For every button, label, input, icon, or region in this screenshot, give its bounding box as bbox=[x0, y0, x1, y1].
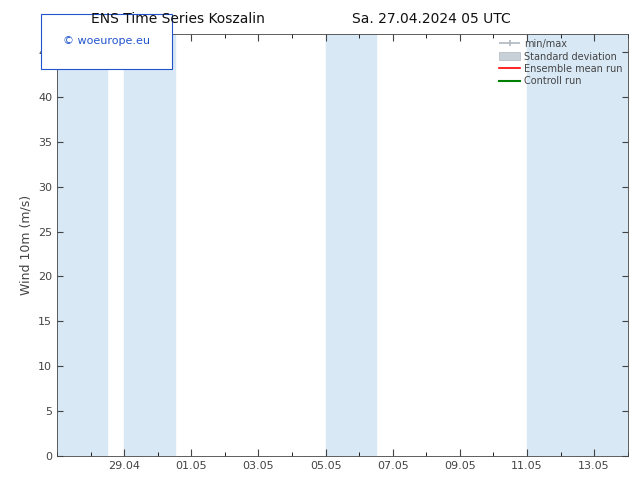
Bar bbox=[578, 34, 628, 456]
Y-axis label: Wind 10m (m/s): Wind 10m (m/s) bbox=[20, 195, 32, 295]
Bar bbox=[326, 34, 376, 456]
Bar bbox=[124, 34, 174, 456]
Bar bbox=[527, 34, 578, 456]
Text: © woeurope.eu: © woeurope.eu bbox=[63, 36, 150, 47]
Text: Sa. 27.04.2024 05 UTC: Sa. 27.04.2024 05 UTC bbox=[352, 12, 510, 26]
Legend: min/max, Standard deviation, Ensemble mean run, Controll run: min/max, Standard deviation, Ensemble me… bbox=[497, 37, 624, 88]
Text: ENS Time Series Koszalin: ENS Time Series Koszalin bbox=[91, 12, 264, 26]
Bar bbox=[57, 34, 107, 456]
